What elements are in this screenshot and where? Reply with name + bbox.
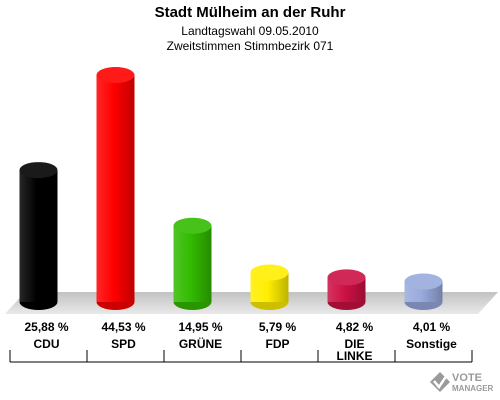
category-label-sonstige: Sonstige bbox=[406, 337, 457, 351]
bar-top-sonstige bbox=[404, 273, 443, 290]
bar-top-die-linke bbox=[327, 269, 366, 286]
bar-gr-ne bbox=[173, 217, 212, 310]
value-label-spd: 44,53 % bbox=[101, 320, 145, 334]
bar-sonstige bbox=[404, 273, 443, 310]
chart-title: Stadt Mülheim an der Ruhr bbox=[154, 4, 346, 21]
bar-body-spd bbox=[96, 75, 135, 302]
category-labels-group: CDU SPD GRÜNE FDP DIE LINKE Sonstige bbox=[34, 336, 458, 363]
bar-top-spd bbox=[96, 67, 135, 83]
category-label-gr-ne: GRÜNE bbox=[179, 336, 222, 351]
value-label-cdu: 25,88 % bbox=[24, 320, 68, 334]
chart-subtitle-election: Landtagswahl 09.05.2010 bbox=[181, 24, 319, 38]
bar-body-gr-ne bbox=[173, 225, 212, 302]
bar-top-gr-ne bbox=[173, 217, 212, 234]
bar-top-fdp bbox=[250, 264, 289, 281]
logo-text-manager: MANAGER bbox=[452, 384, 494, 393]
category-label-die-linke: DIE LINKE bbox=[337, 337, 373, 363]
value-label-die-linke: 4,82 % bbox=[336, 320, 374, 334]
value-label-gr-ne: 14,95 % bbox=[178, 320, 222, 334]
category-label-cdu: CDU bbox=[34, 337, 60, 351]
category-label-spd: SPD bbox=[111, 337, 136, 351]
x-axis-ticks-group bbox=[9, 350, 473, 362]
chart-subtitle-district: Zweitstimmen Stimmbezirk 071 bbox=[166, 39, 334, 53]
bars-group bbox=[19, 67, 443, 310]
value-labels-group: 25,88 % 44,53 % 14,95 % 5,79 % 4,82 % 4,01 % bbox=[24, 320, 450, 334]
ballot-check-icon bbox=[430, 372, 450, 392]
bar-die-linke bbox=[327, 269, 366, 310]
vote-manager-logo: VOTE MANAGER bbox=[430, 372, 494, 393]
value-label-fdp: 5,79 % bbox=[259, 320, 297, 334]
value-label-sonstige: 4,01 % bbox=[413, 320, 451, 334]
logo-text-vote: VOTE bbox=[452, 372, 482, 384]
bar-top-cdu bbox=[19, 162, 58, 179]
bar-spd bbox=[96, 67, 135, 310]
bar-cdu bbox=[19, 162, 58, 310]
bar-fdp bbox=[250, 264, 289, 310]
category-label-fdp: FDP bbox=[266, 337, 290, 351]
bar-body-cdu bbox=[19, 170, 58, 302]
